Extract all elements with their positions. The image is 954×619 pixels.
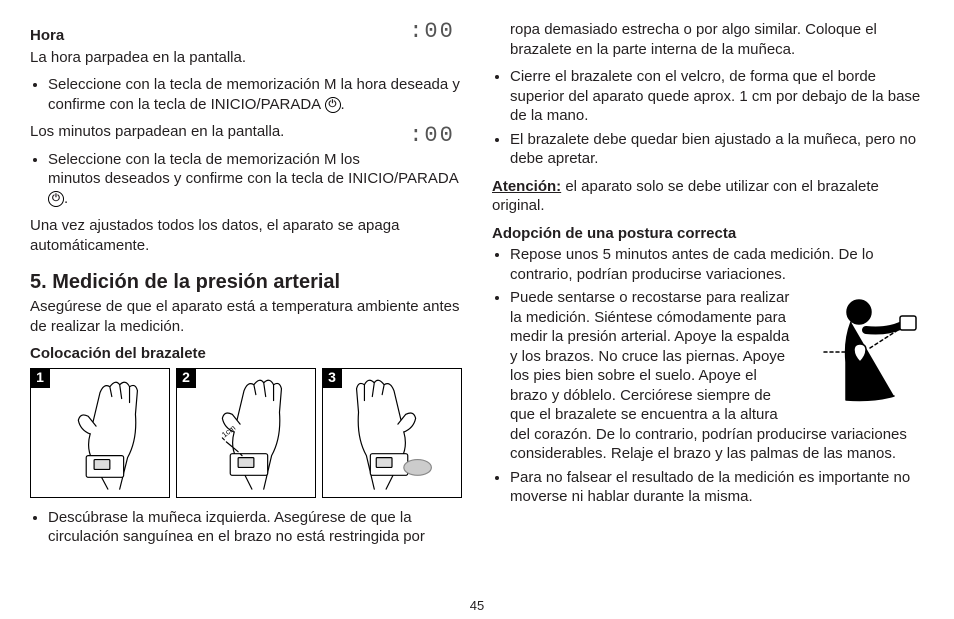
page: :00 Hora La hora parpadea en la pantalla… bbox=[0, 0, 954, 619]
cuff-illustration-2: 2 1cm bbox=[176, 368, 316, 498]
hora-bullet-text: Seleccione con la tecla de memorización … bbox=[48, 76, 460, 113]
brazalete-cont: ropa demasiado estrecha o por algo simil… bbox=[510, 20, 924, 59]
hora-bullet: Seleccione con la tecla de memorización … bbox=[48, 75, 462, 114]
section-5-heading: 5. Medición de la presión arterial bbox=[30, 269, 462, 295]
section-5-intro: Asegúrese de que el aparato está a tempe… bbox=[30, 297, 462, 336]
hand-icon-2: 1cm bbox=[177, 369, 315, 497]
cuff-illustration-3: 3 bbox=[322, 368, 462, 498]
brazalete-bullet-1: Descúbrase la muñeca izquierda. Asegúres… bbox=[48, 508, 462, 547]
illus-number-1: 1 bbox=[30, 368, 50, 388]
postura-bullet-3: Para no falsear el resultado de la medic… bbox=[510, 468, 924, 507]
lcd-hour-text: :00 bbox=[409, 19, 455, 44]
lcd-minute-display: :00 bbox=[402, 122, 462, 152]
min-intro: Los minutos parpadean en la pantalla. bbox=[30, 122, 462, 142]
hand-icon-1 bbox=[31, 369, 169, 497]
page-number: 45 bbox=[470, 598, 484, 613]
postura-heading: Adopción de una postura correcta bbox=[492, 224, 924, 244]
auto-off-text: Una vez ajustados todos los datos, el ap… bbox=[30, 216, 462, 255]
postura-bullet-1: Repose unos 5 minutos antes de cada medi… bbox=[510, 245, 924, 284]
hora-intro: La hora parpadea en la pantalla. bbox=[30, 48, 462, 68]
illus-number-3: 3 bbox=[322, 368, 342, 388]
atencion-paragraph: Atención: el aparato solo se debe utiliz… bbox=[492, 177, 924, 216]
hand-icon-3 bbox=[323, 369, 461, 497]
min-bullet: Seleccione con la tecla de memorización … bbox=[48, 150, 462, 209]
cuff-illustration-1: 1 bbox=[30, 368, 170, 498]
hora-heading: Hora bbox=[30, 26, 462, 46]
brazalete-list-cont: Cierre el brazalete con el velcro, de fo… bbox=[492, 67, 924, 169]
atencion-label: Atención: bbox=[492, 178, 561, 195]
brazalete-bullet-2: Cierre el brazalete con el velcro, de fo… bbox=[510, 67, 924, 126]
brazalete-bullet-3: El brazalete debe quedar bien ajustado a… bbox=[510, 130, 924, 169]
brazalete-heading: Colocación del brazalete bbox=[30, 344, 462, 364]
postura-list: Repose unos 5 minutos antes de cada medi… bbox=[492, 245, 924, 507]
posture-icon bbox=[804, 290, 924, 410]
power-icon: ⏻ bbox=[48, 191, 64, 207]
illus-number-2: 2 bbox=[176, 368, 196, 388]
cuff-illustration-row: 1 2 bbox=[30, 368, 462, 498]
left-column: :00 Hora La hora parpadea en la pantalla… bbox=[30, 18, 462, 555]
min-list: Seleccione con la tecla de memorización … bbox=[30, 150, 462, 209]
hora-list: Seleccione con la tecla de memorización … bbox=[30, 75, 462, 114]
right-column: ropa demasiado estrecha o por algo simil… bbox=[492, 18, 924, 555]
lcd-hour-display: :00 bbox=[402, 18, 462, 48]
min-bullet-text: Seleccione con la tecla de memorización … bbox=[48, 151, 458, 188]
power-icon: ⏻ bbox=[325, 97, 341, 113]
columns: :00 Hora La hora parpadea en la pantalla… bbox=[30, 18, 924, 555]
lcd-minute-text: :00 bbox=[409, 123, 455, 148]
postura-bullet-2: Puede sentarse o recostarse para realiza… bbox=[510, 288, 924, 464]
brazalete-list: Descúbrase la muñeca izquierda. Asegúres… bbox=[30, 508, 462, 547]
